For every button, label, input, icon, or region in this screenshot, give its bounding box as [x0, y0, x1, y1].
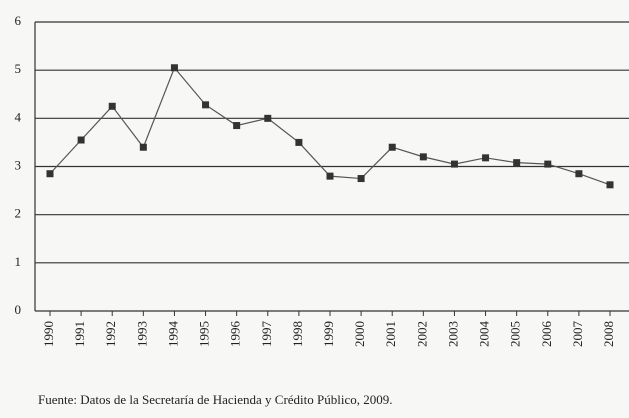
x-tick-label: 2008 [601, 321, 616, 347]
data-point [295, 138, 303, 146]
x-tick-label: 1998 [290, 321, 305, 347]
data-point [233, 122, 241, 130]
x-tick-label: 1996 [228, 321, 243, 348]
x-tick-label: 2006 [539, 321, 554, 348]
y-tick-label: 3 [15, 157, 22, 172]
data-point [77, 136, 85, 144]
data-point [575, 170, 583, 178]
x-tick-label: 1991 [72, 321, 87, 347]
y-tick-label: 1 [15, 254, 22, 269]
data-point [606, 181, 614, 189]
x-tick-label: 2002 [414, 321, 429, 347]
data-point [202, 101, 210, 109]
data-point [46, 170, 54, 178]
x-tick-label: 2003 [445, 321, 460, 347]
data-line [49, 66, 611, 186]
x-tick-label: 1992 [103, 321, 118, 347]
x-tick-label: 1993 [134, 321, 149, 347]
x-tick-label: 1990 [41, 321, 56, 347]
x-tick-label: 2000 [352, 321, 367, 347]
data-point [139, 143, 147, 151]
x-tick-label: 2001 [383, 321, 398, 347]
y-tick-label: 0 [15, 302, 22, 317]
data-point [419, 153, 427, 161]
data-point [482, 154, 490, 162]
x-tick-label: 1995 [197, 321, 212, 347]
data-point [170, 64, 178, 72]
x-tick-label: 2007 [570, 321, 585, 348]
y-tick-label: 2 [15, 206, 22, 221]
data-point [264, 114, 272, 122]
data-point [326, 172, 334, 180]
data-point [450, 160, 458, 168]
data-point [357, 175, 365, 183]
data-point [388, 143, 396, 151]
data-point [513, 159, 521, 167]
x-tick-label: 1997 [259, 321, 274, 348]
data-point [108, 102, 116, 110]
data-point [544, 160, 552, 168]
x-tick-label: 2005 [508, 321, 523, 347]
source-note: Fuente: Datos de la Secretaría de Hacien… [38, 392, 393, 407]
x-tick-label: 2004 [477, 321, 492, 348]
y-tick-label: 6 [15, 13, 22, 28]
x-tick-label: 1994 [165, 321, 180, 348]
y-tick-label: 4 [15, 109, 22, 124]
x-tick-label: 1999 [321, 321, 336, 347]
y-tick-label: 5 [15, 61, 22, 76]
